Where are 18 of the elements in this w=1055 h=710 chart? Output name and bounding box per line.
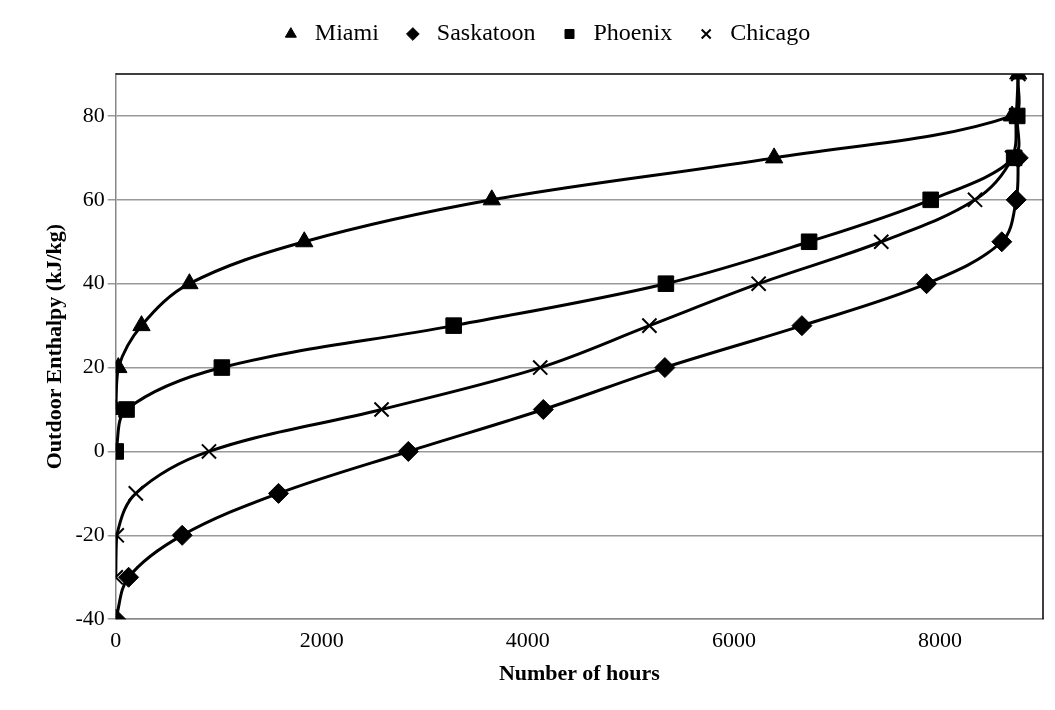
- y-tick-label: 20: [82, 353, 105, 379]
- x-tick-label: 0: [110, 627, 122, 653]
- y-axis-title: Outdoor Enthalpy (kJ/kg): [40, 223, 66, 470]
- x-axis-title: Number of hours: [498, 660, 661, 686]
- y-tick-label: 80: [82, 101, 105, 127]
- y-tick-label: 60: [82, 185, 105, 211]
- legend-label: Saskatoon: [436, 19, 536, 46]
- legend-label: Miami: [314, 19, 380, 46]
- y-tick-label: 0: [93, 437, 105, 463]
- y-tick-label: -20: [75, 521, 105, 547]
- x-tick-label: 6000: [711, 627, 756, 653]
- x-tick-label: 4000: [505, 627, 550, 653]
- x-tick-label: 2000: [299, 627, 344, 653]
- x-tick-label: 8000: [917, 627, 962, 653]
- legend-label: Phoenix: [593, 19, 673, 46]
- y-tick-label: 40: [82, 269, 105, 295]
- legend-label: Chicago: [730, 19, 811, 46]
- y-tick-label: -40: [75, 604, 105, 630]
